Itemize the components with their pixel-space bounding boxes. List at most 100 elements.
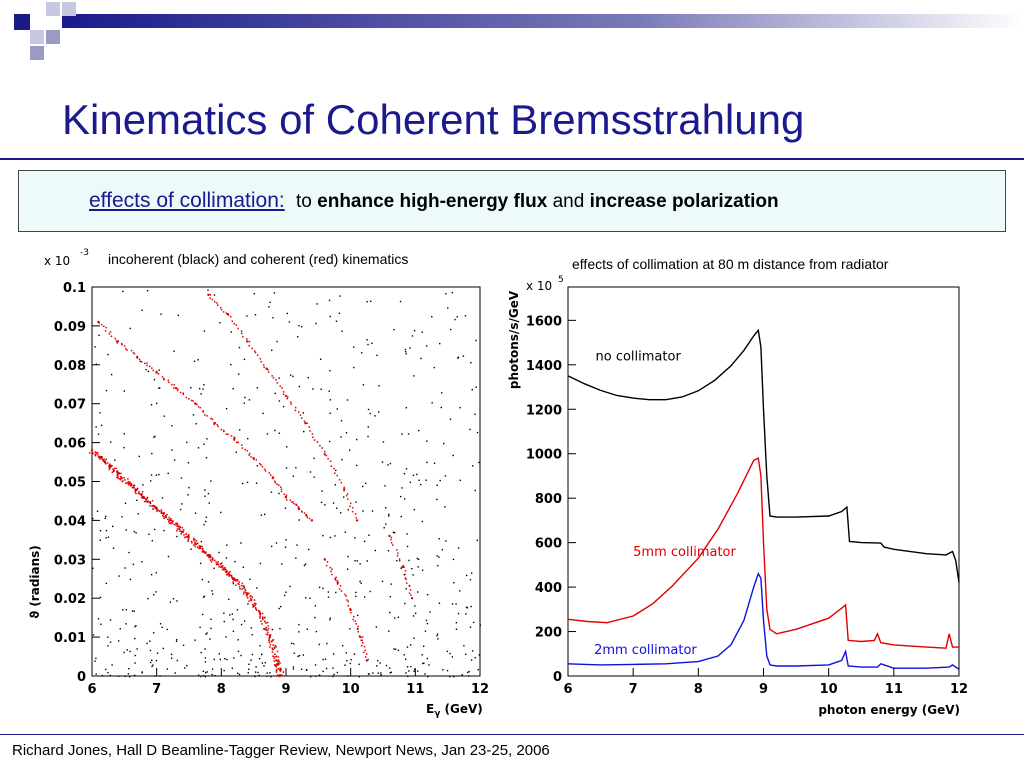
coherent-point (130, 483, 132, 485)
incoherent-point (306, 628, 308, 630)
right-data-marks: no collimator 5mm collimator 2mm collimato… (567, 328, 960, 670)
coherent-point (152, 369, 154, 372)
coherent-point (133, 352, 136, 355)
banner-effects-link[interactable]: effects of collimation: (89, 189, 285, 212)
incoherent-point (149, 502, 152, 505)
coherent-point (271, 651, 274, 653)
coherent-point (275, 664, 277, 667)
coherent-point (244, 448, 246, 451)
incoherent-point (367, 435, 369, 438)
coherent-point (167, 379, 169, 382)
coherent-point (194, 402, 197, 405)
incoherent-point (284, 546, 287, 548)
coherent-point (222, 567, 225, 569)
incoherent-point (445, 293, 447, 295)
incoherent-point (172, 598, 175, 600)
left-data-marks (89, 293, 414, 678)
incoherent-point (111, 525, 114, 528)
left-scale-exp: -3 (80, 248, 89, 258)
coherent-point (278, 660, 280, 663)
coherent-point (115, 467, 117, 470)
incoherent-point (400, 495, 402, 498)
series-label-2: 2mm collimator (594, 643, 697, 658)
incoherent-point (205, 457, 208, 459)
coherent-point (392, 544, 394, 546)
coherent-point (410, 594, 412, 596)
coherent-point (173, 523, 176, 526)
incoherent-point (383, 527, 385, 529)
incoherent-point (298, 519, 300, 521)
coherent-point (345, 595, 347, 597)
left-y-tick-label: 0.09 (54, 320, 86, 335)
coherent-point (276, 674, 279, 676)
coherent-point (105, 458, 108, 461)
incoherent-point (449, 676, 451, 678)
coherent-point (232, 577, 234, 580)
coherent-point (163, 511, 166, 514)
coherent-point (246, 593, 249, 596)
coherent-point (151, 505, 153, 508)
coherent-point (347, 600, 349, 603)
coherent-point (355, 623, 357, 625)
incoherent-point (154, 435, 156, 438)
incoherent-point (148, 533, 150, 535)
incoherent-point (105, 582, 107, 585)
coherent-point (265, 633, 268, 636)
incoherent-point (374, 549, 376, 552)
incoherent-point (413, 329, 416, 332)
incoherent-point (270, 491, 273, 493)
coherent-point (233, 439, 235, 441)
incoherent-point (282, 405, 285, 408)
coherent-point (184, 536, 186, 539)
coherent-point (108, 465, 110, 468)
coherent-point (237, 441, 239, 444)
coherent-point (272, 648, 274, 651)
coherent-point (402, 564, 405, 567)
incoherent-point (133, 674, 136, 677)
coherent-point (334, 472, 336, 474)
coherent-point (323, 453, 326, 456)
coherent-point (142, 495, 145, 499)
incoherent-point (238, 429, 241, 431)
incoherent-point (171, 449, 173, 451)
incoherent-point (309, 597, 311, 599)
incoherent-point (453, 582, 455, 584)
incoherent-point (187, 494, 189, 496)
coherent-point (354, 620, 356, 622)
incoherent-point (206, 438, 208, 440)
coherent-point (208, 556, 210, 559)
coherent-point (201, 545, 203, 548)
coherent-point (112, 470, 115, 473)
coherent-point (160, 511, 163, 514)
incoherent-point (413, 637, 415, 639)
left-y-axis-label: ϑ (radians) (28, 545, 42, 619)
coherent-point (228, 575, 230, 577)
coherent-point (99, 458, 101, 460)
incoherent-point (201, 578, 203, 581)
incoherent-point (181, 503, 183, 505)
incoherent-point (161, 497, 164, 499)
coherent-point (216, 304, 219, 306)
coherent-point (285, 494, 288, 497)
coherent-point (220, 565, 223, 569)
coherent-point (210, 417, 212, 420)
coherent-point (146, 498, 149, 500)
coherent-point (232, 581, 234, 583)
coherent-point (194, 542, 197, 545)
coherent-point (241, 332, 243, 335)
incoherent-point (324, 658, 327, 660)
left-y-tick-label: 0.04 (54, 514, 86, 529)
coherent-point (258, 612, 262, 615)
coherent-point (408, 592, 411, 595)
coherent-point (308, 426, 311, 428)
incoherent-point (159, 623, 162, 625)
right-y-tick-label: 400 (535, 581, 562, 596)
incoherent-point (367, 426, 369, 428)
coherent-point (235, 579, 237, 581)
incoherent-point (247, 438, 249, 440)
incoherent-point (233, 657, 235, 659)
incoherent-point (404, 348, 407, 351)
coherent-point (319, 445, 321, 447)
coherent-point (277, 656, 280, 658)
incoherent-point (466, 607, 469, 609)
